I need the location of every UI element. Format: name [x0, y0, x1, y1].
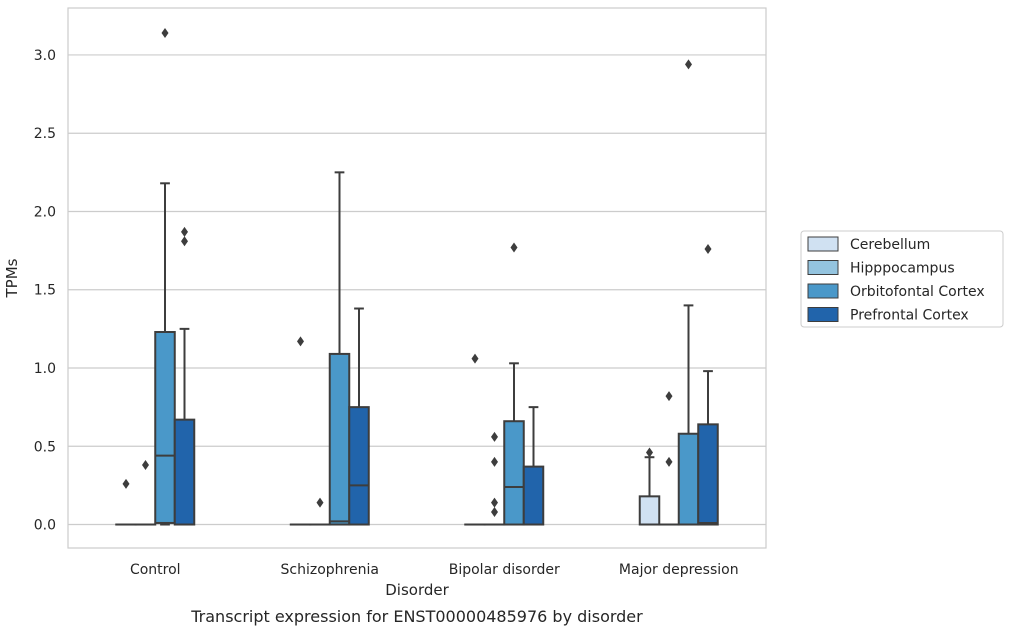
outlier-point — [122, 478, 130, 489]
outlier-point — [471, 353, 479, 364]
box-1-1 — [309, 497, 331, 526]
outlier-point — [181, 236, 188, 247]
legend-label: Hipppocampus — [850, 261, 955, 277]
legend-swatch — [807, 283, 839, 299]
x-tick-label: Schizophrenia — [281, 562, 379, 578]
outlier-point — [646, 447, 653, 458]
box-1-0 — [134, 460, 157, 526]
box-3-2 — [522, 406, 545, 526]
outlier-point — [142, 460, 149, 471]
outlier-point — [665, 391, 673, 402]
outlier-point — [491, 456, 498, 467]
legend-frame — [800, 230, 1004, 328]
y-tick-label: 1.0 — [34, 361, 56, 377]
legend-swatch — [807, 236, 839, 252]
box-series — [115, 28, 719, 526]
box-3-3 — [697, 244, 719, 526]
legend: Cerebellum Hipppocampus Orbitofontal Corte… — [800, 230, 1004, 328]
box-body — [348, 406, 370, 526]
box-body — [154, 331, 176, 524]
x-axis-label: Disorder — [385, 581, 449, 599]
box-2-0 — [154, 28, 176, 526]
chart-title: Transcript expression for ENST0000048597… — [190, 607, 643, 626]
y-tick-label: 1.5 — [34, 283, 56, 299]
legend-swatch — [807, 260, 839, 275]
x-tick-label: Control — [130, 562, 181, 578]
box-1-2 — [483, 431, 506, 526]
y-tick-label: 0.5 — [34, 439, 56, 455]
outlier-point — [316, 497, 324, 508]
outlier-point — [491, 507, 498, 517]
x-tick-labels: Control Schizophrenia Bipolar disorder Majo… — [130, 562, 739, 578]
box-body — [638, 495, 661, 526]
legend-label: Prefrontal Cortex — [850, 308, 969, 324]
outlier-point — [297, 336, 304, 347]
legend-label: Cerebellum — [850, 237, 930, 253]
y-axis-label: TPMs — [3, 258, 21, 298]
box-3-0 — [173, 226, 196, 526]
outlier-point — [704, 244, 712, 255]
box-body — [503, 420, 525, 526]
box-body — [328, 352, 351, 526]
outlier-point — [491, 431, 498, 442]
y-tick-label: 3.0 — [34, 48, 56, 64]
outlier-point — [665, 456, 673, 467]
box-2-1 — [328, 171, 351, 526]
plot-frame — [67, 7, 767, 549]
legend-label: Orbitofontal Cortex — [850, 284, 985, 300]
box-2-3 — [677, 59, 700, 526]
y-tick-labels: 0.0 0.5 1.0 1.5 2.0 2.5 3.0 — [34, 48, 56, 534]
box-0-0 — [115, 478, 137, 526]
legend-swatch — [807, 307, 839, 322]
box-0-1 — [289, 336, 312, 526]
outlier-point — [181, 226, 188, 237]
y-tick-label: 0.0 — [34, 518, 56, 534]
box-3-1 — [348, 307, 370, 526]
outlier-point — [491, 497, 498, 508]
box-body — [173, 418, 196, 526]
outlier-point — [161, 28, 169, 39]
outlier-point — [510, 242, 518, 253]
y-tick-label: 2.0 — [34, 204, 56, 220]
box-body — [697, 423, 719, 526]
x-tick-label: Major depression — [619, 562, 739, 578]
box-body — [522, 465, 545, 526]
y-tick-label: 2.5 — [34, 126, 56, 142]
x-tick-label: Bipolar disorder — [449, 562, 560, 578]
box-0-3 — [638, 447, 661, 526]
box-body — [677, 432, 700, 526]
outlier-point — [685, 59, 692, 70]
